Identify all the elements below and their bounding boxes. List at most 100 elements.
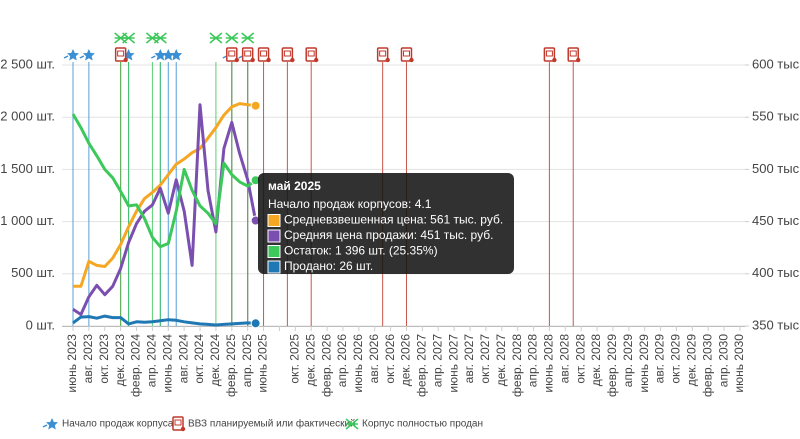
x-tick-label: июнь 2023 (65, 334, 79, 393)
event-icon (114, 47, 128, 63)
x-tick-label: июнь 2026 (351, 334, 365, 393)
x-tick-label: февр. 2024 (129, 334, 143, 397)
event-icon (281, 47, 295, 63)
tooltip-box (258, 173, 514, 274)
star-icon (170, 49, 183, 61)
building-gear (552, 57, 557, 63)
building-window (545, 50, 553, 57)
x-tick-label: дек. 2027 (494, 334, 508, 387)
x-tick-label: окт. 2024 (192, 334, 206, 384)
x-tick-label: июнь 2028 (542, 334, 556, 393)
building-window (402, 50, 410, 57)
event-icon (241, 47, 255, 63)
x-tick-label: апр. 2026 (335, 334, 349, 388)
x-tick-label: авг. 2029 (653, 334, 667, 384)
sold-icon (209, 32, 223, 44)
y-tick-label: 2 000 шт. (0, 109, 55, 124)
y-tick-label: 2 500 шт. (0, 56, 55, 71)
star-trail (158, 55, 164, 59)
building-gear (290, 57, 295, 63)
hover-marker (250, 318, 261, 329)
building-gear (234, 57, 239, 63)
x-tick-label: окт. 2023 (97, 334, 111, 384)
series-line (71, 113, 257, 249)
x-tick-label: февр. 2030 (700, 334, 714, 397)
event-icon (153, 32, 167, 44)
sold-icon (225, 32, 239, 44)
y2-tick-label: 500 тыс. руб. (752, 161, 800, 176)
event-icon (241, 32, 255, 44)
star-icon (67, 49, 79, 61)
event-icon (400, 47, 414, 63)
tooltip-swatch (267, 214, 281, 227)
y-tick-label: 0 шт. (26, 317, 55, 332)
event-icon (226, 47, 239, 63)
tooltip-line: Средневзвешенная цена: 561 тыс. руб. (284, 213, 503, 227)
event-icon (166, 49, 183, 61)
event-icon (543, 47, 557, 63)
building-window (283, 50, 291, 57)
event-icon (122, 32, 136, 44)
sold-icon (241, 32, 255, 44)
y2-tick-label: 600 тыс. руб. (752, 56, 800, 71)
legend-icon (345, 418, 359, 430)
series-line (72, 314, 256, 327)
star-trail (63, 55, 69, 59)
building-gear (314, 57, 319, 63)
event-icon (209, 32, 223, 44)
x-tick-label: апр. 2024 (145, 334, 159, 388)
x-tick-label: февр. 2028 (510, 334, 524, 397)
event-icon (257, 47, 271, 63)
building-window (260, 50, 268, 57)
building-gear (266, 57, 271, 63)
x-tick-label: апр. 2030 (716, 334, 730, 388)
legend-label: Корпус полностью продан (362, 419, 483, 430)
x-tick-label: февр. 2026 (319, 334, 333, 397)
x-tick-label: февр. 2029 (605, 334, 619, 397)
y2-tick-label: 550 тыс. руб. (752, 109, 800, 124)
x-tick-label: авг. 2023 (81, 334, 95, 384)
building-window (244, 50, 252, 57)
event-icon (567, 47, 581, 63)
star-icon (46, 418, 58, 430)
tooltip-swatch (267, 229, 281, 243)
x-tick-label: окт. 2028 (573, 334, 587, 384)
x-tick-label: апр. 2029 (621, 334, 635, 388)
building-gear (576, 57, 581, 63)
series-line (72, 103, 258, 316)
x-tick-label: июнь 2027 (446, 334, 460, 393)
sold-icon (153, 32, 167, 44)
x-tick-label: авг. 2026 (367, 334, 381, 384)
event-icon (79, 49, 95, 61)
legend-label: Начало продаж корпуса (62, 419, 174, 430)
x-tick-label: авг. 2028 (557, 334, 571, 384)
building-gear (409, 57, 414, 63)
event-icon (305, 47, 319, 63)
y2-tick-label: 350 тыс. руб. (752, 317, 800, 332)
series-line (73, 102, 256, 288)
tooltip: май 2025 Начало продаж корпусов: 4.1 Средн… (258, 173, 514, 274)
building-gear (180, 426, 186, 432)
building-gear (250, 57, 255, 63)
x-tick-label: окт. 2025 (287, 334, 301, 384)
x-tick-label: дек. 2029 (684, 334, 698, 387)
building-window (117, 50, 125, 57)
x-tick-label: апр. 2027 (430, 334, 444, 388)
x-tick-label: окт. 2029 (669, 334, 683, 384)
building-window (228, 50, 236, 57)
x-tick-label: июнь 2024 (160, 334, 174, 393)
x-tick-label: июнь 2029 (637, 334, 651, 393)
hover-marker (250, 100, 261, 111)
y-tick-label: 500 шт. (11, 265, 55, 280)
x-tick-label: февр. 2025 (224, 334, 238, 397)
x-tick-label: дек. 2026 (399, 334, 413, 387)
sold-icon (122, 32, 136, 44)
x-tick-label: дек. 2023 (113, 334, 127, 387)
building-window (307, 50, 315, 57)
x-tick-label: окт. 2026 (383, 334, 397, 384)
tooltip-line: Средняя цена продажи: 451 тыс. руб. (284, 228, 493, 242)
x-tick-label: авг. 2024 (176, 334, 190, 384)
x-tick-label: дек. 2028 (589, 334, 603, 387)
event-icon (151, 49, 167, 61)
star-trail (151, 55, 156, 59)
